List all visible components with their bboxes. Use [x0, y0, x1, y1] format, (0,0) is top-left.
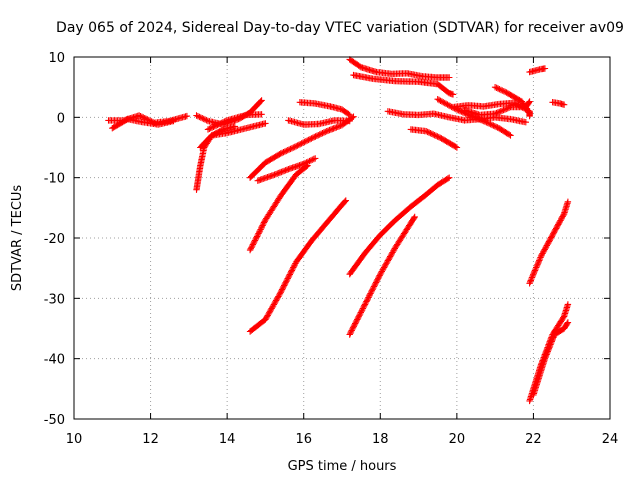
data-series-arc-02 — [109, 115, 177, 132]
data-series-arc-13 — [346, 56, 453, 81]
data-series-arc-25 — [526, 198, 572, 287]
data-series-arc-21 — [346, 174, 453, 278]
x-tick-label: 16 — [295, 432, 312, 447]
data-series-arc-10 — [296, 99, 353, 119]
data-series-arc-07 — [246, 113, 357, 181]
y-tick-label: 10 — [48, 51, 65, 66]
tick-layer: 10 12 14 16 18 20 22 24 -50 -40 -30 -20 -10 0 10 — [44, 51, 619, 447]
data-series-arc-12 — [246, 197, 349, 335]
data-series-arc-23 — [526, 65, 549, 76]
x-tick-label: 20 — [449, 432, 466, 447]
data-series-arc-08 — [254, 155, 319, 184]
x-tick-label: 22 — [525, 432, 542, 447]
data-series-arc-09 — [285, 117, 353, 128]
x-tick-label: 12 — [142, 432, 159, 447]
data-series-arc-06 — [204, 111, 265, 133]
x-axis-label: GPS time / hours — [288, 459, 397, 474]
data-series-arc-11 — [246, 162, 311, 254]
data-series-arc-24 — [549, 99, 568, 108]
y-tick-label: -50 — [44, 413, 65, 428]
data-series-arc-20 — [491, 84, 533, 117]
x-tick-label: 10 — [66, 432, 83, 447]
x-tick-label: 14 — [219, 432, 236, 447]
y-tick-label: 0 — [57, 111, 65, 126]
y-tick-label: -30 — [44, 292, 65, 307]
data-series-arc-05 — [197, 120, 269, 151]
data-series-arc-16 — [407, 126, 461, 151]
y-tick-label: -20 — [44, 232, 65, 247]
x-tick-label: 24 — [602, 432, 619, 447]
data-layer — [105, 56, 572, 405]
data-series-arc-14 — [350, 71, 457, 98]
y-tick-label: -40 — [44, 353, 65, 368]
y-tick-label: -10 — [44, 172, 65, 187]
y-axis-label: SDTVAR / TECUs — [10, 185, 25, 292]
x-tick-label: 18 — [372, 432, 389, 447]
data-series-arc-27 — [530, 319, 572, 399]
data-series-arc-22 — [346, 213, 418, 338]
chart-title: Day 065 of 2024, Sidereal Day-to-day VTE… — [56, 20, 624, 36]
